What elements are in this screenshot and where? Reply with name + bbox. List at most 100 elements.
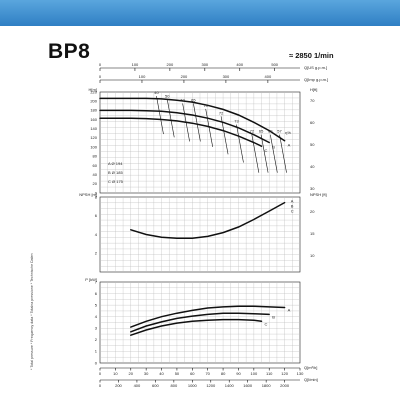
power-y-tick-label: 0 (95, 360, 98, 365)
efficiency-iso-line (220, 116, 229, 155)
head-curve-a (99, 97, 286, 142)
head-y-tick-label: 20 (93, 181, 98, 186)
npsh-right-tick-label: 20 (310, 209, 315, 214)
npsh-curve (130, 201, 286, 240)
head-right-axis-label: H[ft] (310, 87, 317, 92)
npsh-curve-label-b: B (291, 204, 294, 209)
head-y-tick-label: 40 (93, 172, 98, 177)
head-y-tick-label: 120 (90, 135, 97, 140)
efficiency-label: 72 (250, 129, 255, 134)
head-y-tick-label: 100 (90, 144, 97, 149)
head-curve-label-b: B (272, 145, 275, 150)
head-y-axis-label: H[m] (89, 87, 97, 92)
bottom-lmin-tick-label: 1600 (243, 383, 253, 388)
head-right-tick-label: 70 (310, 98, 315, 103)
bottom-lmin-tick-label: 1000 (188, 383, 198, 388)
head-y-tick-label: 60 (93, 163, 98, 168)
head-curve-b (99, 109, 270, 144)
head-y-tick-label: 180 (90, 108, 97, 113)
power-curve-label-c: C (265, 321, 268, 326)
bottom-m3h-tick-label: 90 (236, 371, 241, 376)
npsh-y-tick-label: 4 (95, 232, 98, 237)
top-imp-tick-label: 200 (181, 74, 188, 79)
efficiency-label: 65 (259, 129, 264, 134)
efficiency-iso-line (156, 96, 164, 135)
bottom-lmin-tick-label: 1400 (225, 383, 235, 388)
rotation-speed: ≈ 2850 1/min (289, 51, 334, 60)
bottom-m3h-tick-label: 100 (251, 371, 258, 376)
npsh-curve-label-c: C (291, 209, 294, 214)
top-imp-tick-label: 0 (99, 74, 102, 79)
bottom-lmin-tick-label: 600 (152, 383, 159, 388)
npsh-y-axis-label: NPSH [m] (79, 192, 97, 197)
efficiency-label: 73 (234, 119, 239, 124)
power-y-tick-label: 3 (95, 326, 98, 331)
top-axis-imp-label: Q[Imp g.p.m.] (304, 77, 328, 82)
bottom-lmin-tick-label: 400 (134, 383, 141, 388)
efficiency-label: 60 (268, 129, 273, 134)
efficiency-label: 65 (191, 97, 196, 102)
npsh-y-tick-label: 6 (95, 213, 98, 218)
efficiency-label: 70 (203, 103, 208, 108)
head-y-tick-label: 160 (90, 117, 97, 122)
top-imp-tick-label: 300 (223, 74, 230, 79)
power-y-tick-label: 4 (95, 314, 98, 319)
bottom-m3h-tick-label: 130 (297, 371, 304, 376)
bottom-axis-m3h-label: Q[m³/h] (304, 365, 317, 370)
efficiency-iso-line (236, 124, 244, 163)
efficiency-iso-line (251, 134, 260, 173)
power-y-tick-label: 7 (95, 279, 98, 284)
efficiency-label: 60 (180, 97, 185, 102)
efficiency-label: 57 (277, 129, 282, 134)
power-curve-label-b: B (272, 314, 275, 319)
power-curve-b (130, 312, 270, 333)
bottom-m3h-tick-label: 50 (175, 371, 180, 376)
efficiency-iso-line (193, 103, 201, 142)
bottom-lmin-tick-label: 2000 (280, 383, 290, 388)
npsh-curve-label-a: A (291, 199, 294, 204)
bottom-axis-lmin-label: Q[l/min] (304, 377, 318, 382)
top-us-tick-label: 100 (132, 62, 139, 67)
bottom-m3h-tick-label: 120 (281, 371, 288, 376)
npsh-y-tick-label: 8 (95, 194, 98, 199)
bottom-m3h-tick-label: 60 (190, 371, 195, 376)
npsh-right-axis-label: NPSH [ft] (310, 192, 327, 197)
power-curve-c (130, 318, 263, 336)
impeller-legend-a: A Ø 194 (108, 161, 123, 166)
header-banner (0, 0, 400, 26)
bottom-m3h-tick-label: 70 (205, 371, 210, 376)
head-curve-label-a: A (288, 143, 291, 148)
bottom-lmin-tick-label: 200 (115, 383, 122, 388)
bottom-lmin-tick-label: 0 (99, 383, 102, 388)
impeller-legend-c: C Ø 175 (108, 179, 124, 184)
head-y-tick-label: 0 (95, 190, 98, 195)
power-y-axis-label: P [kW] (85, 277, 97, 282)
top-imp-tick-label: 100 (139, 74, 146, 79)
power-y-tick-label: 1 (95, 349, 98, 354)
top-us-tick-label: 0 (99, 62, 102, 67)
efficiency-iso-line (279, 134, 287, 173)
head-right-tick-label: 40 (310, 164, 315, 169)
top-us-tick-label: 500 (271, 62, 278, 67)
bottom-m3h-tick-label: 80 (221, 371, 226, 376)
top-us-tick-label: 400 (236, 62, 243, 67)
bottom-lmin-tick-label: 800 (171, 383, 178, 388)
head-right-tick-label: 50 (310, 142, 315, 147)
bottom-lmin-tick-label: 1800 (262, 383, 272, 388)
power-y-tick-label: 5 (95, 302, 98, 307)
efficiency-label: 72 (219, 110, 224, 115)
npsh-right-tick-label: 15 (310, 231, 315, 236)
efficiency-label: 50 (165, 93, 170, 98)
head-y-tick-label: 220 (90, 89, 97, 94)
top-axis-us-label: Q[US g.p.m.] (304, 65, 327, 70)
efficiency-label: 40 (154, 90, 159, 95)
head-y-tick-label: 200 (90, 98, 97, 103)
bottom-lmin-tick-label: 1200 (206, 383, 216, 388)
pump-model-title: BP8 (48, 40, 91, 63)
efficiency-iso-line (166, 99, 175, 138)
efficiency-iso-line (205, 108, 213, 148)
top-imp-tick-label: 400 (265, 74, 272, 79)
efficiency-unit-label: η% (285, 130, 291, 135)
top-us-tick-label: 200 (167, 62, 174, 67)
